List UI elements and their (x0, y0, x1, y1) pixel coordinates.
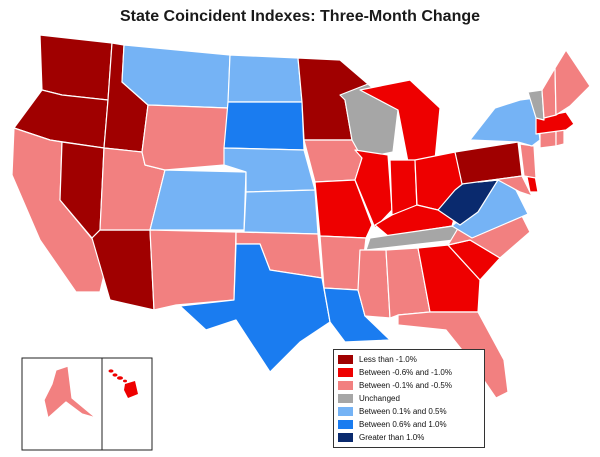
state-hi[interactable] (108, 369, 139, 398)
legend-swatch (338, 420, 353, 429)
state-ia[interactable] (303, 139, 363, 183)
legend-label: Unchanged (359, 394, 400, 403)
legend-label: Between 0.6% and 1.0% (359, 420, 447, 429)
state-nj[interactable] (519, 143, 537, 179)
legend-item-greater-than-1: Greater than 1.0% (338, 431, 480, 444)
state-ak[interactable] (43, 365, 97, 419)
legend-swatch (338, 407, 353, 416)
state-nm[interactable] (149, 229, 237, 311)
legend-swatch (338, 368, 353, 377)
legend-swatch (338, 394, 353, 403)
state-vt[interactable] (527, 89, 545, 121)
state-ks[interactable] (243, 189, 319, 235)
state-nh[interactable] (541, 67, 557, 119)
hawaii-inset-frame (101, 357, 153, 451)
state-wa[interactable] (39, 34, 113, 101)
legend-item-unchanged: Unchanged (338, 392, 480, 405)
state-ms[interactable] (357, 249, 391, 319)
legend-item-less-than-1: Less than -1.0% (338, 353, 480, 366)
legend-swatch (338, 433, 353, 442)
state-ri[interactable] (555, 129, 565, 147)
state-il[interactable] (354, 149, 393, 229)
legend-item-between-06-10: Between 0.6% and 1.0% (338, 418, 480, 431)
state-ga[interactable] (417, 244, 481, 313)
state-sd[interactable] (223, 101, 305, 151)
state-az[interactable] (91, 229, 155, 311)
state-ny[interactable] (469, 97, 541, 147)
legend-item-between-01-05: Between 0.1% and 0.5% (338, 405, 480, 418)
legend-swatch (338, 381, 353, 390)
legend-swatch (338, 355, 353, 364)
state-co[interactable] (149, 169, 247, 231)
state-md[interactable] (477, 175, 533, 197)
state-mo[interactable] (314, 179, 373, 239)
legend-label: Between 0.1% and 0.5% (359, 407, 447, 416)
legend-item-between-neg06-neg10: Between -0.6% and -1.0% (338, 366, 480, 379)
state-me[interactable] (554, 49, 591, 116)
legend-label: Between -0.6% and -1.0% (359, 368, 452, 377)
legend-label: Greater than 1.0% (359, 433, 425, 442)
legend-item-between-neg01-neg05: Between -0.1% and -0.5% (338, 379, 480, 392)
legend-label: Less than -1.0% (359, 355, 417, 364)
legend-label: Between -0.1% and -0.5% (359, 381, 452, 390)
state-fl[interactable] (397, 311, 509, 399)
map-title: State Coincident Indexes: Three-Month Ch… (119, 8, 481, 25)
legend: Less than -1.0% Between -0.6% and -1.0% … (333, 349, 485, 448)
state-tx[interactable] (179, 243, 331, 373)
state-wy[interactable] (141, 104, 229, 171)
state-nd[interactable] (227, 54, 303, 103)
